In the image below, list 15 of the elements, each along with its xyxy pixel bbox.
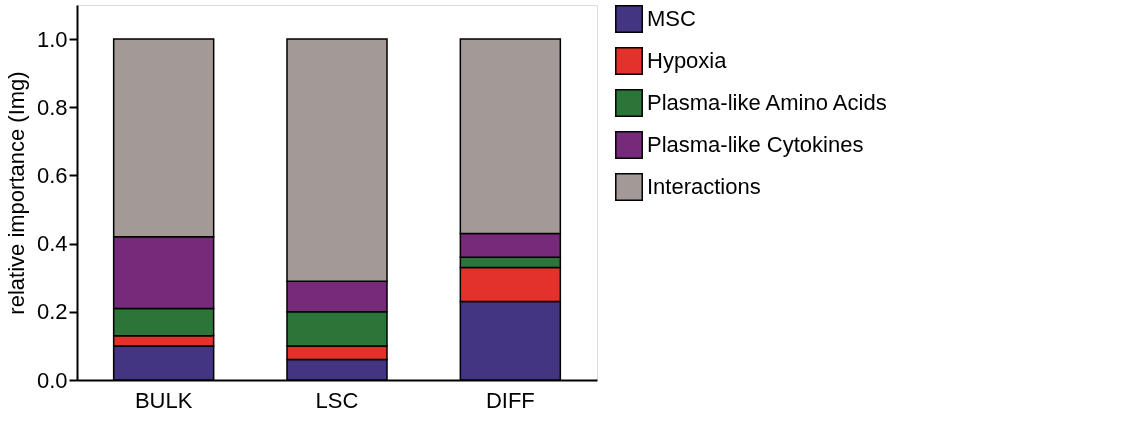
- legend-label: Hypoxia: [647, 48, 728, 73]
- y-tick-label: 0.2: [36, 299, 68, 325]
- x-tick-label: LSC: [315, 387, 359, 413]
- x-tick-label: DIFF: [485, 387, 535, 413]
- y-axis-title: relative importance (Img): [3, 71, 29, 315]
- y-tick-label: 0.0: [36, 367, 68, 393]
- legend-label: Plasma-like Cytokines: [647, 132, 864, 157]
- legend-label: Interactions: [647, 174, 761, 199]
- y-tick-label: 0.4: [36, 231, 68, 257]
- legend-label: MSC: [647, 6, 696, 31]
- y-tick-label: 0.8: [36, 94, 68, 120]
- y-tick-label: 0.6: [36, 162, 68, 188]
- legend-label: Plasma-like Amino Acids: [647, 90, 887, 115]
- x-tick-label: BULK: [134, 387, 193, 413]
- y-tick-label: 1.0: [36, 26, 68, 52]
